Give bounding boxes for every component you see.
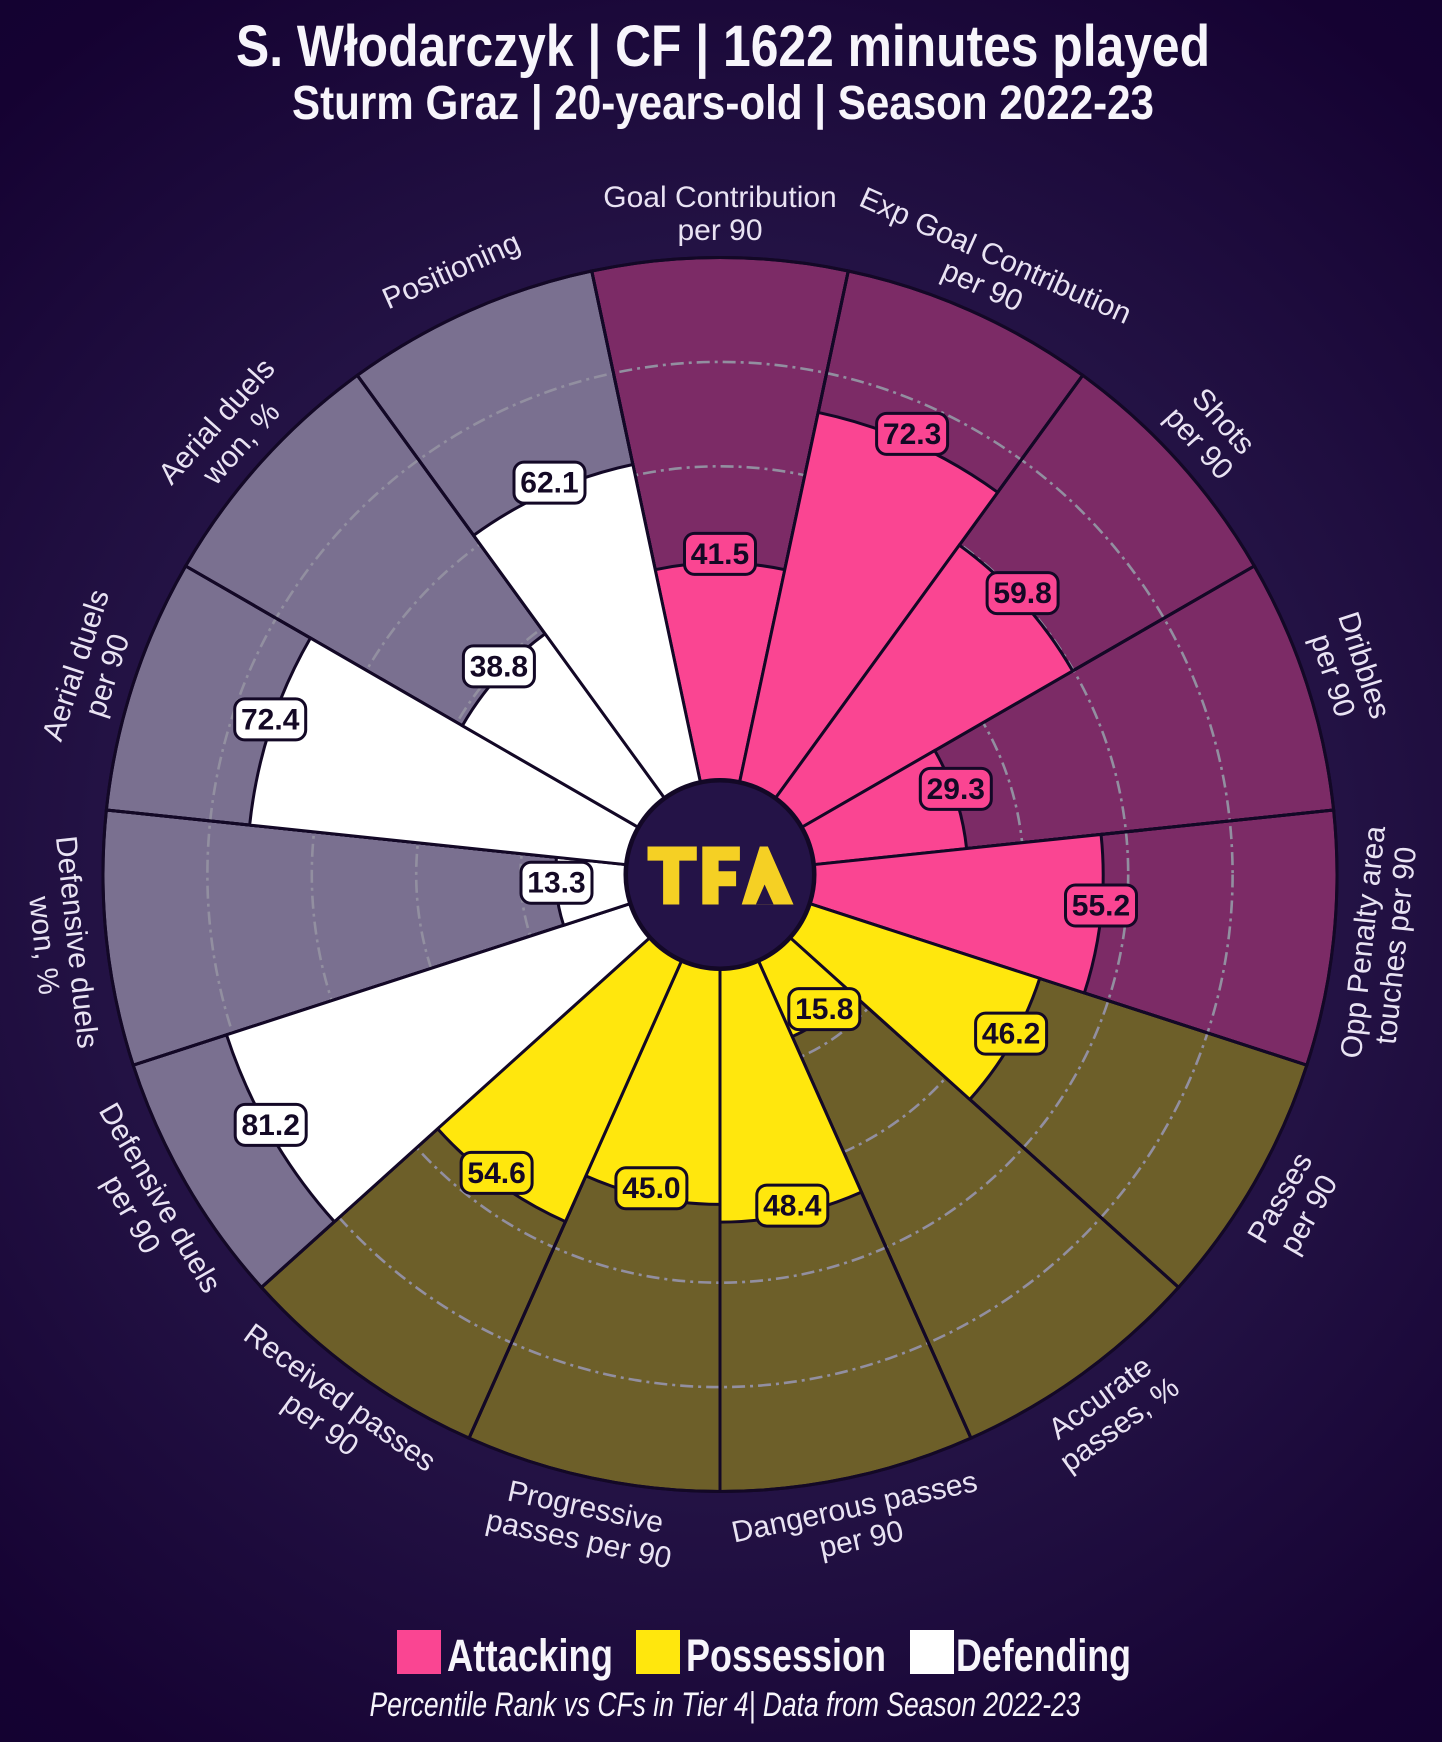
svg-text:46.2: 46.2 [982, 1018, 1040, 1051]
svg-text:Goal Contribution: Goal Contribution [603, 181, 836, 214]
svg-text:59.8: 59.8 [993, 577, 1051, 610]
svg-text:S. Włodarczyk | CF | 1622 minu: S. Włodarczyk | CF | 1622 minutes played [236, 14, 1210, 79]
svg-text:54.6: 54.6 [467, 1157, 525, 1190]
svg-text:per 90: per 90 [677, 214, 762, 247]
svg-text:Attacking: Attacking [447, 1630, 613, 1681]
svg-text:72.3: 72.3 [883, 418, 941, 451]
svg-text:81.2: 81.2 [242, 1109, 300, 1142]
svg-text:Defending: Defending [956, 1630, 1131, 1681]
svg-text:72.4: 72.4 [241, 703, 300, 736]
svg-text:48.4: 48.4 [763, 1190, 822, 1223]
svg-text:Possession: Possession [686, 1630, 886, 1681]
svg-text:13.3: 13.3 [527, 867, 585, 900]
svg-text:41.5: 41.5 [691, 538, 749, 571]
svg-text:15.8: 15.8 [795, 993, 853, 1026]
svg-text:Percentile Rank vs CFs in Tier: Percentile Rank vs CFs in Tier 4| Data f… [370, 1686, 1081, 1724]
svg-text:45.0: 45.0 [622, 1172, 680, 1205]
svg-text:55.2: 55.2 [1072, 890, 1130, 923]
svg-text:29.3: 29.3 [927, 773, 985, 806]
svg-text:62.1: 62.1 [520, 467, 578, 500]
svg-text:Sturm Graz | 20-years-old | Se: Sturm Graz | 20-years-old | Season 2022-… [292, 77, 1154, 130]
svg-text:38.8: 38.8 [470, 650, 528, 683]
